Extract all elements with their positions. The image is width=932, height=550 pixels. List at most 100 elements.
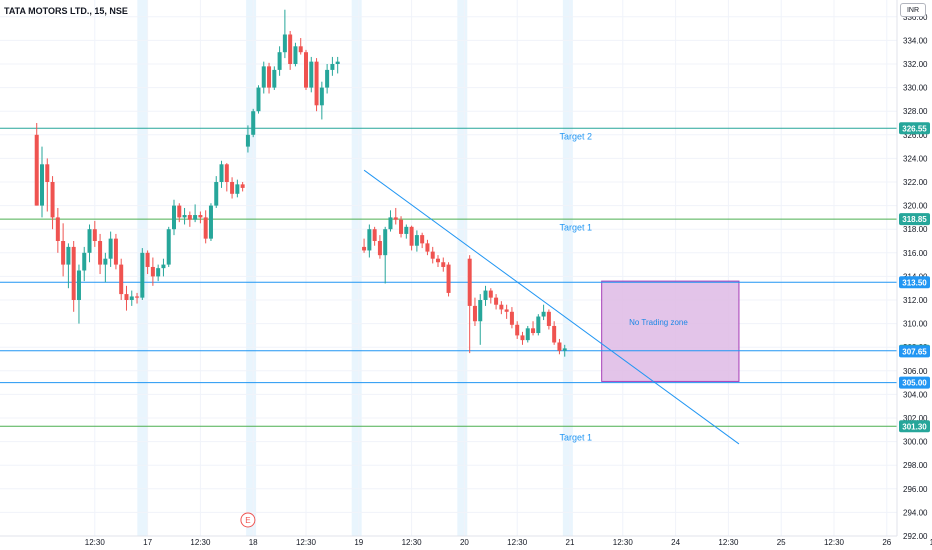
candle[interactable] — [92, 220, 97, 247]
candle[interactable] — [314, 58, 319, 112]
candle[interactable] — [245, 125, 250, 153]
candle[interactable] — [272, 66, 277, 90]
candle[interactable] — [208, 203, 213, 241]
candle[interactable] — [87, 224, 92, 263]
candle[interactable] — [494, 294, 499, 310]
candle[interactable] — [509, 307, 514, 329]
candle[interactable] — [335, 56, 340, 74]
candle[interactable] — [404, 224, 409, 239]
candle[interactable] — [140, 248, 145, 300]
candle[interactable] — [520, 331, 525, 345]
candle[interactable] — [425, 239, 430, 256]
candle[interactable] — [45, 158, 50, 212]
earnings-marker[interactable] — [240, 512, 256, 528]
candle[interactable] — [367, 224, 372, 258]
candle[interactable] — [446, 262, 451, 297]
candle[interactable] — [298, 38, 303, 55]
candle[interactable] — [525, 325, 530, 343]
candle[interactable] — [219, 160, 224, 188]
candle[interactable] — [478, 294, 483, 345]
candle[interactable] — [330, 56, 335, 76]
candle[interactable] — [251, 108, 256, 138]
candle[interactable] — [414, 230, 419, 252]
candle[interactable] — [256, 85, 261, 114]
candle[interactable] — [203, 210, 208, 244]
candle[interactable] — [472, 297, 477, 326]
no-trading-zone[interactable] — [601, 280, 740, 382]
candle[interactable] — [536, 314, 541, 336]
candle[interactable] — [309, 56, 314, 93]
candle[interactable] — [103, 252, 108, 283]
candle[interactable] — [82, 246, 87, 282]
candle[interactable] — [483, 285, 488, 306]
candle[interactable] — [436, 255, 440, 267]
candle[interactable] — [383, 226, 388, 284]
candle[interactable] — [40, 146, 44, 218]
candle[interactable] — [377, 235, 382, 259]
price-label[interactable]: 301.30 — [899, 420, 930, 433]
candle[interactable] — [124, 285, 129, 311]
candle[interactable] — [261, 61, 266, 94]
candle[interactable] — [150, 257, 155, 286]
candle[interactable] — [98, 233, 103, 275]
candle[interactable] — [161, 258, 166, 277]
candle[interactable] — [61, 223, 66, 277]
candle[interactable] — [34, 123, 39, 206]
candle[interactable] — [277, 46, 282, 76]
candle[interactable] — [193, 204, 198, 223]
symbol-title[interactable]: TATA MOTORS LTD., 15, NSE — [4, 6, 128, 16]
candle[interactable] — [177, 203, 182, 223]
candle[interactable] — [546, 309, 551, 330]
candle[interactable] — [388, 210, 393, 232]
candle[interactable] — [113, 233, 118, 270]
candle[interactable] — [441, 257, 446, 272]
currency-button[interactable]: INR — [900, 3, 926, 17]
candle[interactable] — [552, 321, 557, 345]
candle[interactable] — [541, 304, 546, 321]
price-label[interactable]: 313.50 — [899, 276, 930, 289]
candle[interactable] — [187, 211, 192, 227]
candle[interactable] — [420, 232, 425, 249]
candle[interactable] — [372, 226, 377, 246]
candle[interactable] — [267, 62, 272, 94]
candle[interactable] — [55, 207, 60, 253]
candle[interactable] — [182, 207, 187, 225]
candle[interactable] — [562, 344, 567, 357]
candle[interactable] — [499, 301, 504, 315]
candle[interactable] — [362, 238, 367, 253]
candle[interactable] — [557, 338, 562, 355]
candle[interactable] — [224, 163, 229, 192]
candle[interactable] — [399, 216, 404, 238]
candle[interactable] — [50, 176, 55, 230]
trendline[interactable] — [363, 169, 740, 445]
candle[interactable] — [66, 243, 71, 289]
candle[interactable] — [198, 211, 203, 224]
price-label[interactable]: 305.00 — [899, 376, 930, 389]
candle[interactable] — [235, 179, 240, 198]
candle[interactable] — [319, 81, 324, 120]
candle[interactable] — [304, 49, 308, 90]
candle[interactable] — [240, 182, 245, 192]
candle[interactable] — [430, 246, 435, 264]
candle[interactable] — [325, 64, 330, 94]
candle[interactable] — [119, 258, 124, 300]
candle[interactable] — [288, 30, 293, 70]
candle[interactable] — [531, 321, 536, 336]
candle[interactable] — [515, 321, 520, 339]
candle[interactable] — [108, 231, 113, 267]
candle[interactable] — [135, 292, 140, 304]
candle[interactable] — [76, 264, 81, 324]
candle[interactable] — [488, 288, 493, 304]
price-label[interactable]: 326.55 — [899, 122, 930, 135]
candle[interactable] — [393, 207, 398, 225]
candle[interactable] — [409, 225, 414, 251]
candle[interactable] — [282, 9, 287, 59]
candle[interactable] — [129, 290, 134, 306]
candle[interactable] — [467, 255, 472, 354]
price-label[interactable]: 307.65 — [899, 345, 930, 358]
candle[interactable] — [71, 241, 76, 312]
candle[interactable] — [145, 250, 150, 275]
candle[interactable] — [230, 177, 235, 199]
candle[interactable] — [293, 42, 298, 67]
